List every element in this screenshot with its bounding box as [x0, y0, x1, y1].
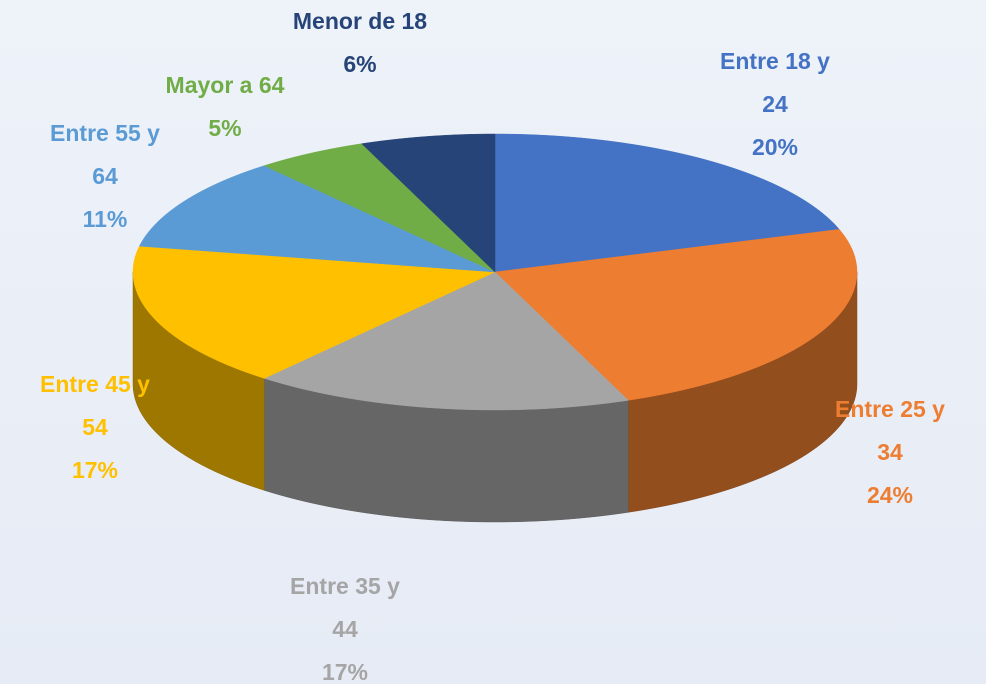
category-label: Menor de 18 [292, 8, 428, 34]
value-label: 24% [866, 482, 914, 508]
slice [139, 165, 496, 273]
category-label: Entre 35 y 44 [290, 573, 400, 642]
value-label: 5% [208, 115, 242, 141]
slice [263, 271, 629, 411]
data-label: Entre 18 y 24 20% [705, 40, 845, 169]
slice [132, 245, 496, 379]
value-label: 17% [321, 659, 369, 684]
category-label: Entre 18 y 24 [720, 48, 830, 117]
data-label: Entre 55 y 64 11% [35, 112, 175, 241]
value-label: 11% [82, 206, 128, 232]
category-label: Entre 55 y 64 [50, 120, 160, 189]
category-label: Mayor a 64 [165, 72, 285, 98]
data-label: Entre 45 y 54 17% [25, 363, 165, 492]
category-label: Entre 25 y 34 [835, 396, 945, 465]
data-label: Mayor a 64 5% [150, 64, 300, 150]
category-label: Entre 45 y 54 [40, 371, 150, 440]
data-label: Menor de 18 6% [290, 0, 430, 86]
data-label: Entre 35 y 44 17% [275, 565, 415, 684]
value-label: 17% [71, 457, 119, 483]
value-label: 20% [751, 134, 799, 160]
slice [494, 229, 858, 401]
data-label: Entre 25 y 34 24% [820, 388, 960, 517]
slice [361, 133, 496, 273]
value-label: 6% [343, 51, 377, 77]
slice [263, 143, 496, 273]
slice [494, 133, 840, 273]
